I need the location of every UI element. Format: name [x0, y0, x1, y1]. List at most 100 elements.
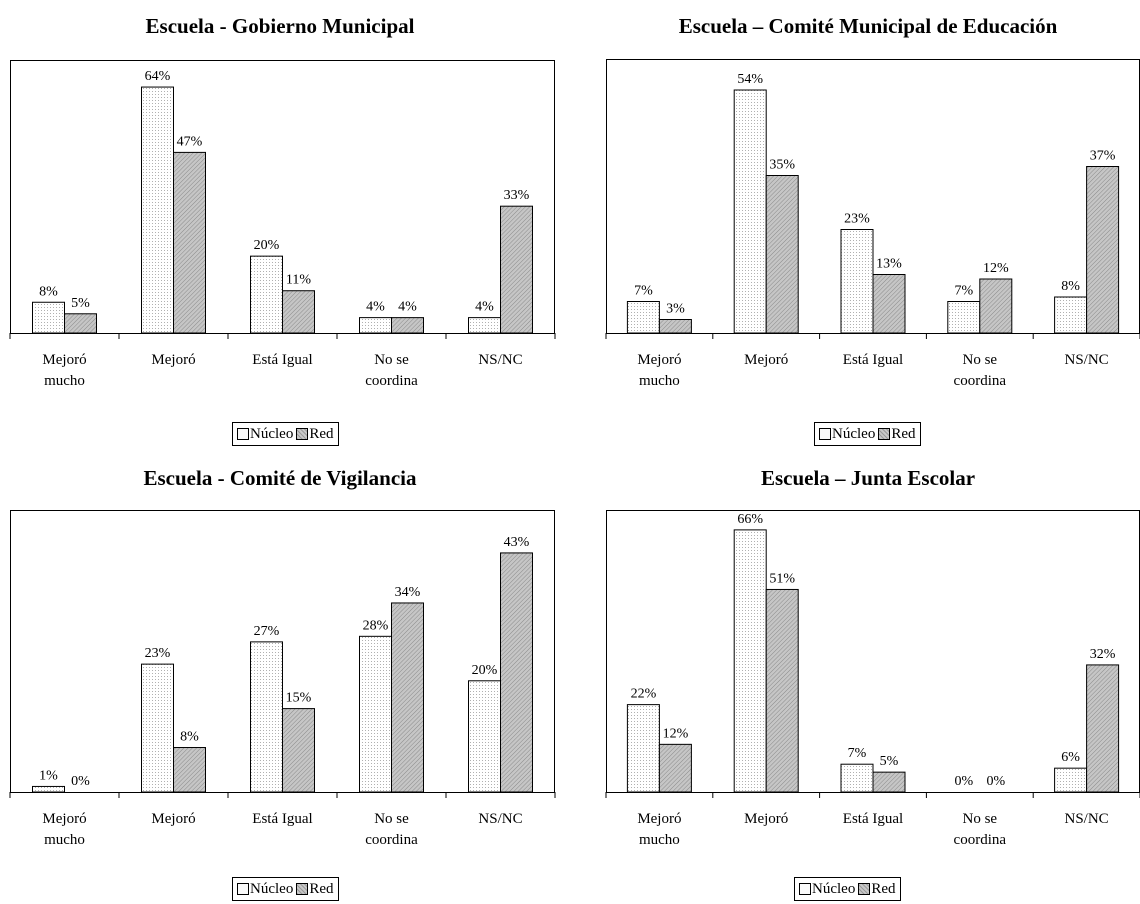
legend-item-nucleo: Núcleo	[799, 879, 855, 899]
bar-nucleo	[468, 680, 501, 793]
chart-title: Escuela - Gobierno Municipal	[145, 14, 415, 38]
data-label: 47%	[177, 134, 203, 149]
chart-legend: Núcleo Red	[232, 422, 339, 446]
legend-label: Núcleo	[812, 881, 856, 897]
nucleo-swatch-icon	[237, 883, 249, 895]
bar-red	[1086, 166, 1120, 334]
x-tick-label: No se coordina	[926, 350, 1033, 392]
x-tick-label-line: coordina	[953, 832, 1007, 848]
bar-nucleo	[1054, 767, 1088, 793]
category-labels: Mejoró mucho Mejoró Está Igual No se coordina…	[606, 809, 1140, 859]
x-tick-label: Mejoró mucho	[606, 809, 713, 851]
x-tick-label-line: mucho	[44, 832, 85, 848]
x-tick-label-line: Mejoró	[637, 811, 682, 827]
bar-red	[391, 317, 424, 334]
x-tick-label-line: Mejoró	[151, 352, 196, 368]
bar-nucleo	[1054, 296, 1088, 334]
bar-red	[658, 319, 692, 334]
bar-nucleo	[32, 785, 65, 793]
data-label: 7%	[848, 746, 867, 761]
x-tick-label-line: Mejoró	[744, 352, 789, 368]
x-tick-label: Mejoró	[713, 350, 820, 371]
bar-chart: 7% 54% 23% 7% 8% 3% 35% 13% 12% 37%	[605, 59, 1140, 339]
legend-label: Red	[309, 426, 334, 442]
nucleo-swatch-icon	[799, 883, 811, 895]
legend-label: Núcleo	[250, 881, 294, 897]
bar-chart: 8% 64% 20% 4% 4% 5% 47% 11% 4% 33%	[9, 60, 556, 339]
category-labels: Mejoró mucho Mejoró Está Igual No se coordina…	[10, 809, 555, 859]
bar-red	[282, 708, 315, 793]
x-tick-label: No se coordina	[337, 350, 446, 392]
category-labels: Mejoró mucho Mejoró Está Igual No se coordina…	[606, 350, 1140, 400]
x-tick-label-line: No se	[374, 811, 409, 827]
bar-red	[500, 205, 533, 334]
legend-item-red: Red	[296, 424, 334, 444]
data-label: 8%	[180, 730, 199, 745]
chart-panel-junta-escolar: Escuela – Junta Escolar 22% 66% 7% 0% 6% 12% 5…	[596, 452, 1140, 904]
x-tick-label: Está Igual	[820, 809, 927, 830]
x-tick-label: Mejoró	[713, 809, 820, 830]
data-label: 12%	[983, 261, 1009, 276]
bar-nucleo	[141, 663, 174, 793]
x-tick-label-line: NS/NC	[1064, 352, 1109, 368]
data-label: 32%	[1090, 647, 1116, 662]
x-tick-label: NS/NC	[1033, 809, 1140, 830]
x-tick-label: No se coordina	[337, 809, 446, 851]
x-tick-label-line: NS/NC	[478, 811, 523, 827]
x-tick-label-line: No se	[374, 352, 409, 368]
legend-label: Red	[309, 881, 334, 897]
bar-red	[765, 175, 799, 334]
data-label: 23%	[145, 646, 171, 661]
data-label: 5%	[71, 296, 90, 311]
bar-red	[173, 747, 206, 793]
x-tick-label: Mejoró	[119, 809, 228, 830]
chart-title: Escuela – Junta Escolar	[760, 466, 976, 490]
red-swatch-icon	[296, 883, 309, 895]
nucleo-swatch-icon	[819, 428, 831, 440]
data-label: 7%	[954, 284, 973, 299]
bar-nucleo	[32, 301, 65, 334]
legend-item-red: Red	[878, 424, 916, 444]
bar-nucleo	[626, 704, 660, 793]
x-tick-label-line: mucho	[44, 373, 85, 389]
x-tick-label-line: NS/NC	[1064, 811, 1109, 827]
data-label: 4%	[366, 300, 385, 315]
x-tick-label: Mejoró mucho	[606, 350, 713, 392]
bar-nucleo	[733, 529, 767, 793]
legend-item-red: Red	[858, 879, 896, 899]
data-label: 43%	[504, 535, 530, 550]
x-tick-label-line: Está Igual	[842, 811, 904, 827]
chart-legend: Núcleo Red	[814, 422, 921, 446]
bar-nucleo	[733, 89, 767, 334]
data-label: 34%	[395, 585, 421, 600]
bar-red	[765, 588, 799, 793]
legend-item-nucleo: Núcleo	[819, 424, 875, 444]
x-tick-label: Está Igual	[820, 350, 927, 371]
bar-red	[391, 602, 424, 793]
data-label: 0%	[954, 774, 973, 789]
x-tick-label-line: No se	[962, 352, 998, 368]
data-label: 51%	[769, 571, 795, 586]
data-label: 35%	[769, 158, 795, 173]
chart-panel-comite-vigilancia: Escuela - Comité de Vigilancia 1% 23% 27% 2…	[0, 452, 560, 904]
legend-label: Red	[871, 881, 896, 897]
bar-red	[64, 313, 97, 334]
red-swatch-icon	[878, 428, 891, 440]
x-tick-label: Mejoró mucho	[10, 350, 119, 392]
data-label: 33%	[504, 188, 530, 203]
x-tick-label-line: Está Igual	[252, 352, 313, 368]
x-tick-label: Está Igual	[228, 350, 337, 371]
bar-nucleo	[626, 301, 660, 334]
chart-panel-comite-municipal: Escuela – Comité Municipal de Educación …	[596, 0, 1140, 460]
x-tick-label-line: coordina	[365, 832, 418, 848]
legend-item-nucleo: Núcleo	[237, 879, 293, 899]
bar-red	[282, 290, 315, 334]
data-label: 64%	[145, 69, 171, 84]
bar-nucleo	[250, 641, 283, 793]
bar-nucleo	[250, 255, 283, 334]
red-swatch-icon	[858, 883, 871, 895]
x-tick-label-line: Mejoró	[151, 811, 196, 827]
data-label: 22%	[631, 687, 657, 702]
bar-nucleo	[840, 229, 874, 334]
data-label: 8%	[39, 284, 58, 299]
